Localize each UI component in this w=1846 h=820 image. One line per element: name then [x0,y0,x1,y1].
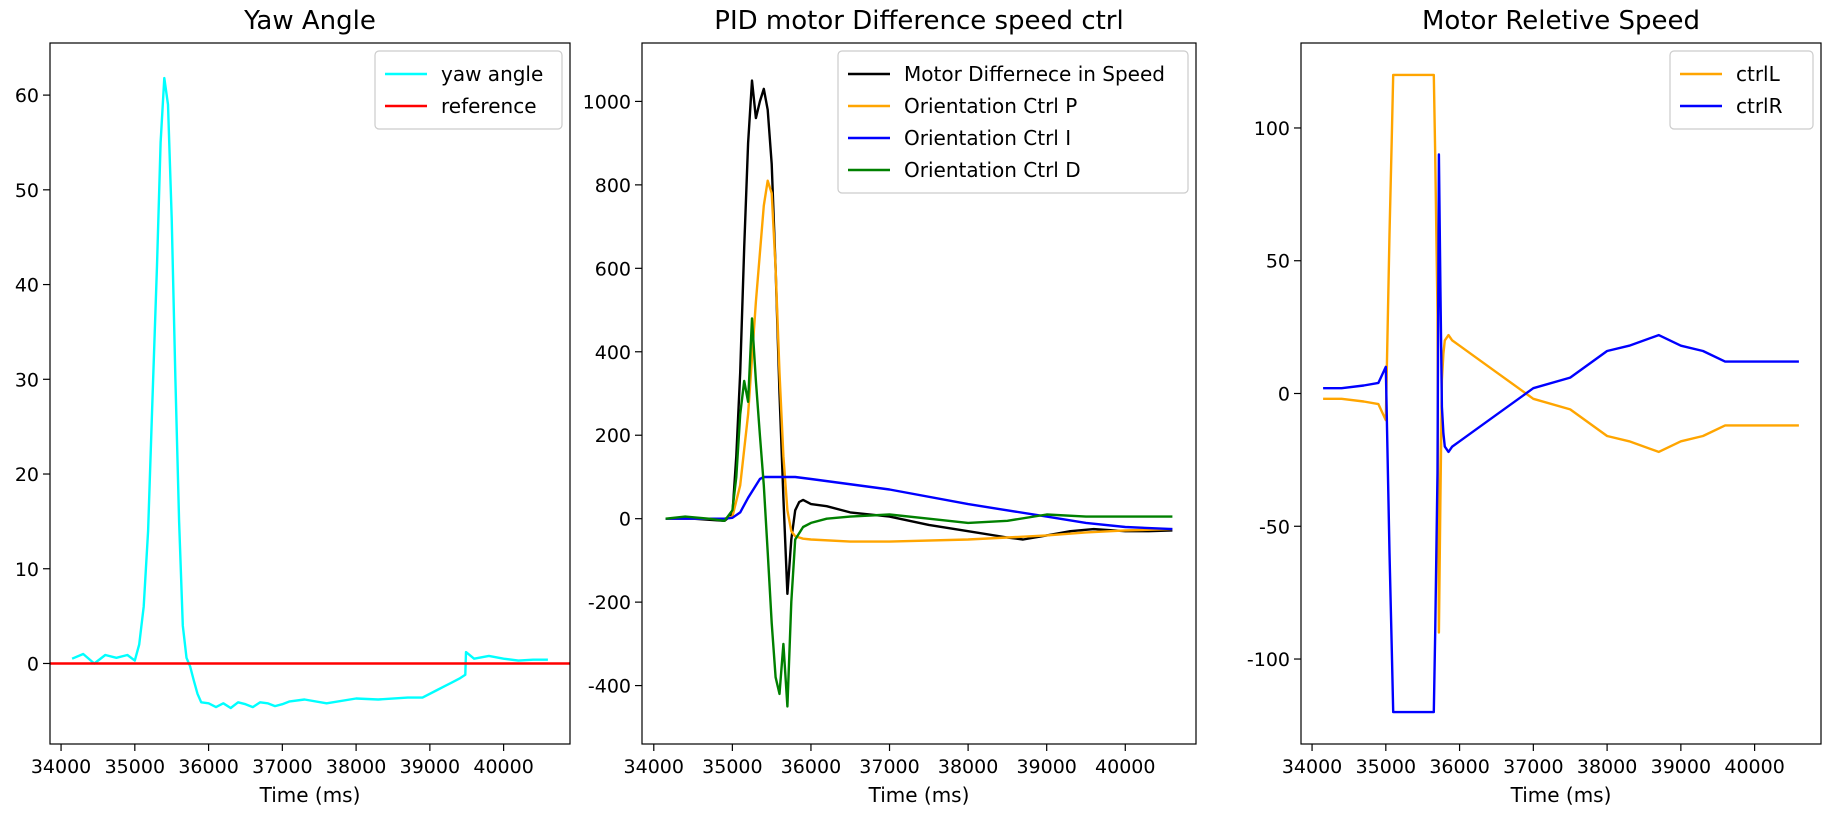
legend-entry: ctrlL [1736,62,1781,86]
legend-box [837,50,1189,194]
y-tick-label: 100 [1254,118,1290,140]
x-tick-label: 37000 [252,756,312,778]
legend-entry: reference [441,94,537,118]
series-line-orientation-ctrl-p [665,179,1173,543]
x-tick-label: 36000 [781,756,841,778]
x-tick-label: 37000 [1503,756,1563,778]
legend-entry: Motor Differnece in Speed [904,62,1165,86]
x-tick-label: 35000 [702,756,762,778]
y-tick-label: -50 [1259,516,1290,538]
y-tick-label: 400 [595,342,631,364]
y-tick-label: 10 [15,559,39,581]
y-tick-label: -200 [588,592,631,614]
legend-entry: Orientation Ctrl P [904,94,1077,118]
legend-box [374,50,563,130]
x-tick-label: 40000 [473,756,533,778]
x-axis-label: Time (ms) [259,783,361,807]
series-line-motor-differnece-in-speed [665,79,1173,595]
axes-frame [49,42,571,745]
x-tick-label: 37000 [859,756,919,778]
y-tick-label: 0 [27,653,39,675]
legend-entry: Orientation Ctrl D [904,158,1081,182]
x-tick-label: 35000 [1356,756,1416,778]
y-tick-label: 1000 [583,91,631,113]
x-tick-label: 34000 [624,756,684,778]
y-tick-label: 200 [595,425,631,447]
chart-title: PID motor Difference speed ctrl [714,6,1123,36]
y-tick-label: 0 [1278,384,1290,406]
x-tick-label: 35000 [105,756,165,778]
y-tick-label: 40 [15,275,39,297]
legend-entry: yaw angle [441,62,543,86]
legend-entry: Orientation Ctrl I [904,126,1071,150]
series-line-yaw-angle [71,76,548,710]
x-tick-label: 34000 [1282,756,1342,778]
x-tick-label: 39000 [400,756,460,778]
x-tick-label: 39000 [1651,756,1711,778]
x-tick-label: 38000 [1577,756,1637,778]
series-line-orientation-ctrl-d [665,317,1173,708]
y-tick-label: -400 [588,676,631,698]
x-tick-label: 36000 [178,756,238,778]
series-line-ctrlr [1323,153,1799,714]
x-axis-label: Time (ms) [1510,783,1612,807]
y-tick-label: 20 [15,464,39,486]
y-tick-label: 600 [595,258,631,280]
legend-entry: ctrlR [1736,94,1783,118]
y-tick-label: 60 [15,85,39,107]
y-tick-label: 30 [15,369,39,391]
axes-frame [1300,42,1822,745]
x-tick-label: 40000 [1724,756,1784,778]
axes-frame [641,42,1197,745]
y-tick-label: -100 [1247,649,1290,671]
series-line-ctrll [1323,73,1799,634]
y-tick-label: 0 [619,509,631,531]
x-tick-label: 38000 [326,756,386,778]
yaw-angle-panel: 34000 35000 36000 37000 38000 39000 40000 0 10 20… [15,6,571,807]
y-tick-label: 800 [595,175,631,197]
legend-box [1669,50,1814,130]
series-line-orientation-ctrl-i [665,475,1173,531]
motor-relative-speed-panel: 34000 35000 36000 37000 38000 39000 40000 -100 -… [1247,6,1822,807]
chart-title: Motor Reletive Speed [1422,6,1700,36]
x-axis-label: Time (ms) [868,783,970,807]
x-tick-label: 39000 [1016,756,1076,778]
chart-title: Yaw Angle [243,6,376,36]
y-tick-label: 50 [15,180,39,202]
x-tick-label: 38000 [938,756,998,778]
y-tick-label: 50 [1266,251,1290,273]
x-tick-label: 40000 [1095,756,1155,778]
pid-motor-difference-panel: 34000 35000 36000 37000 38000 39000 40000 -400 -… [583,6,1197,807]
x-tick-label: 34000 [31,756,91,778]
x-tick-label: 36000 [1429,756,1489,778]
